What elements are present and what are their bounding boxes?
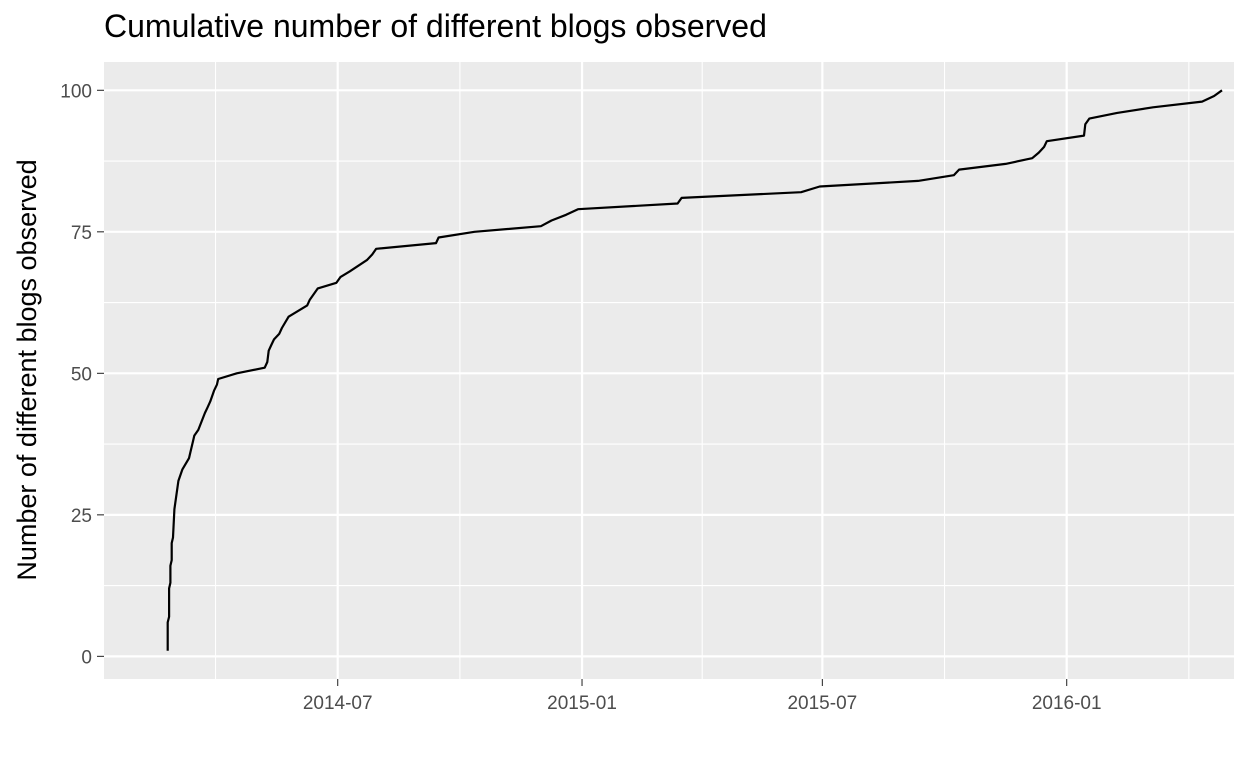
x-tick-label: 2015-01 — [547, 693, 617, 714]
y-tick-label: 0 — [81, 647, 92, 668]
y-tick-label: 25 — [71, 506, 92, 527]
y-tick-label: 75 — [71, 223, 92, 244]
y-tick-label: 100 — [60, 81, 92, 102]
major-gridlines — [104, 62, 1234, 679]
y-axis-ticks: 0 25 50 75 100 — [60, 81, 104, 668]
x-tick-label: 2014-07 — [303, 693, 373, 714]
x-tick-label: 2015-07 — [787, 693, 857, 714]
x-axis-ticks: 2014-07 2015-01 2015-07 2016-01 — [303, 679, 1102, 714]
minor-gridlines — [104, 62, 1234, 679]
plot-panel — [104, 62, 1234, 679]
x-tick-label: 2016-01 — [1032, 693, 1102, 714]
chart-title: Cumulative number of different blogs obs… — [104, 8, 767, 44]
y-axis-label: Number of different blogs observed — [12, 159, 42, 580]
cumulative-blogs-line — [166, 89, 1223, 651]
y-tick-label: 50 — [71, 364, 92, 385]
